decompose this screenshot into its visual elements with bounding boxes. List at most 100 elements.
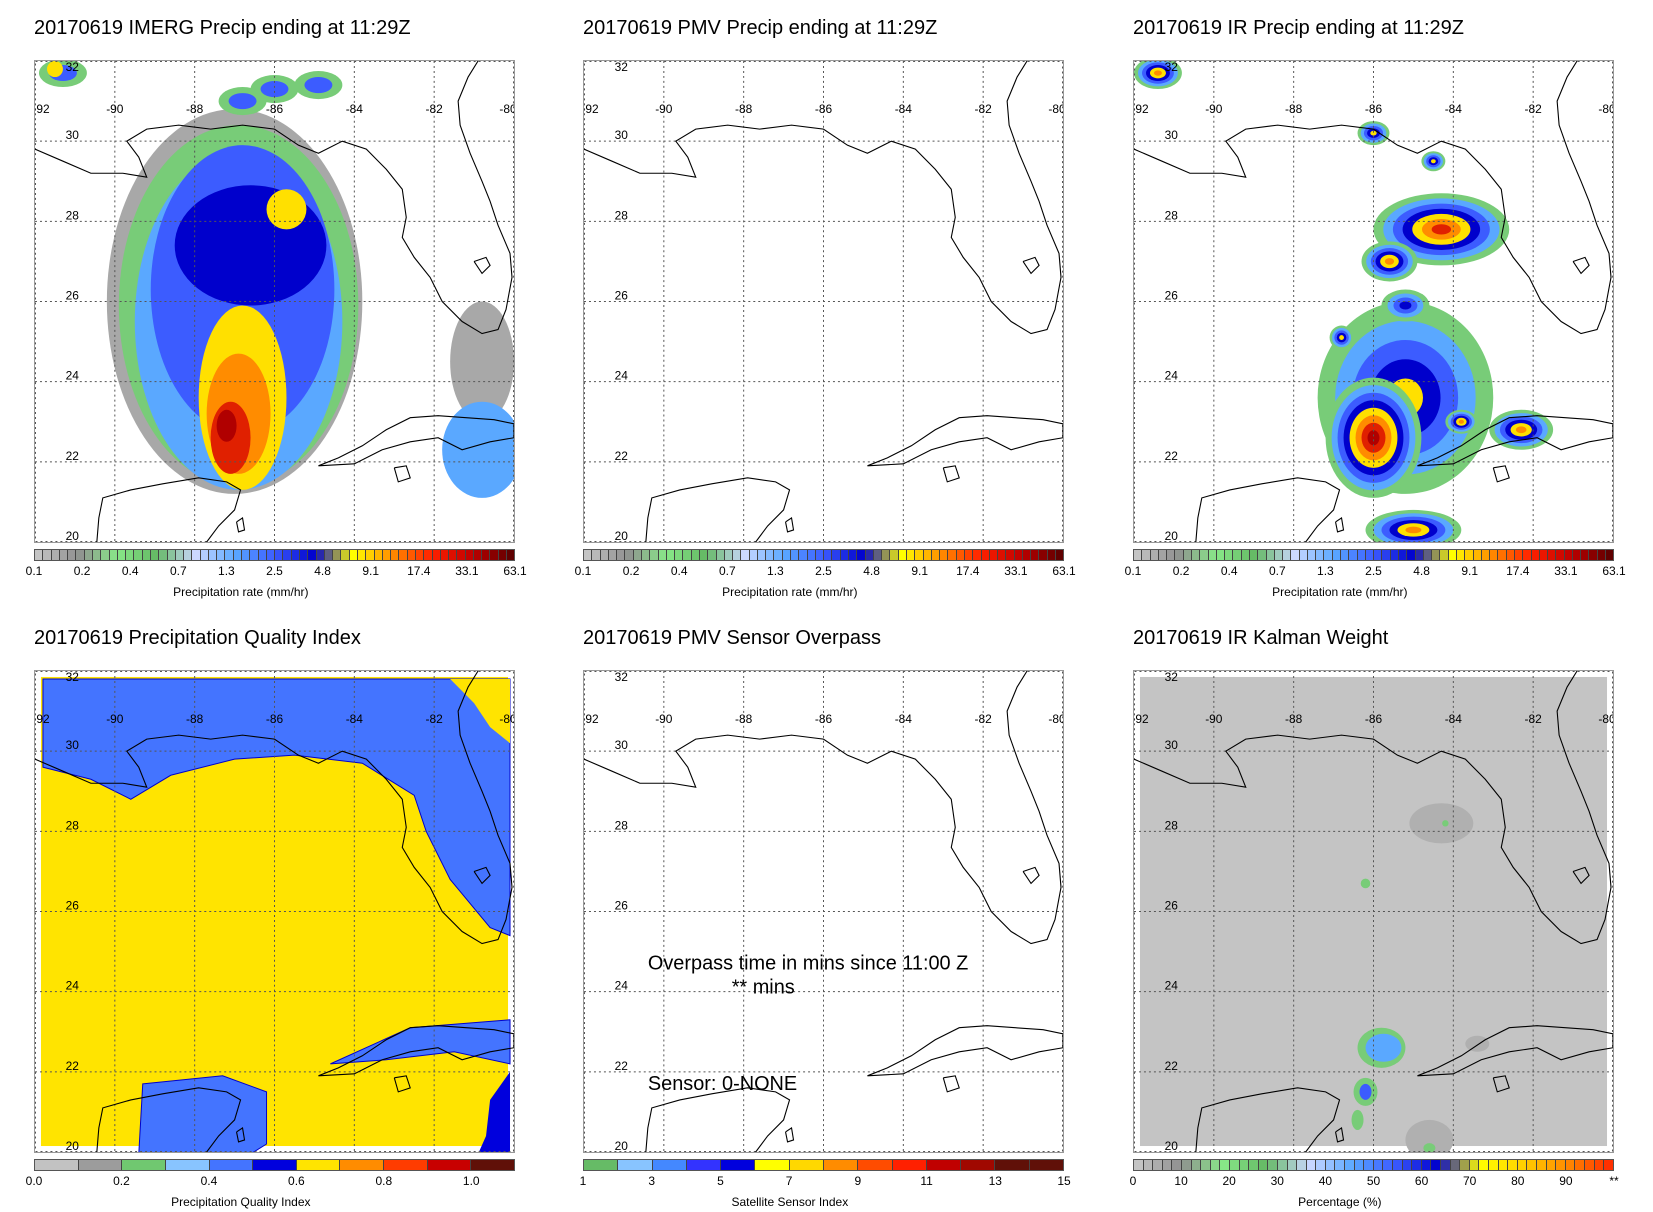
colorbar-swatch xyxy=(1306,1160,1317,1170)
latitude-label: 24 xyxy=(615,979,629,993)
colorbar-swatch xyxy=(799,550,808,560)
colorbar-swatch xyxy=(1506,550,1515,560)
precip-cell xyxy=(260,81,289,98)
colorbar-swatch xyxy=(1597,550,1607,560)
colorbar-tick-label: 0.7 xyxy=(718,564,736,578)
colorbar-swatch xyxy=(1297,1160,1307,1170)
colorbar-tick-label: 0.1 xyxy=(574,564,592,578)
colorbar-swatch xyxy=(1488,1160,1499,1170)
colorbar-swatch xyxy=(1556,550,1565,560)
colorbar-swatch xyxy=(882,550,891,560)
colorbar-swatch xyxy=(391,550,400,560)
colorbar-swatch xyxy=(823,1160,859,1170)
colorbar-swatch xyxy=(349,550,358,560)
colorbar-swatch xyxy=(1517,1160,1528,1170)
colorbar-swatch xyxy=(625,550,634,560)
colorbar-tick-label: 9.1 xyxy=(1461,564,1479,578)
colorbar-tick-label: 10 xyxy=(1174,1174,1188,1188)
precip-cell xyxy=(1465,1035,1490,1052)
colorbar-label: Precipitation rate (mm/hr) xyxy=(173,585,309,599)
colorbar-swatch xyxy=(266,550,276,560)
map-panel: -92 -90 -88 -86 -84 -82 -80 32 30 28 26 24 22 20 Overp… xyxy=(583,670,1064,1153)
colorbar-swatch xyxy=(1167,550,1176,560)
precip-cell xyxy=(1153,70,1162,76)
panel-title: 20170619 PMV Sensor Overpass xyxy=(583,627,881,649)
colorbar-swatch xyxy=(1407,550,1416,560)
longitude-label: -80 xyxy=(499,712,515,726)
lake-okeechobee xyxy=(1022,866,1040,885)
colorbar-tick-label: 0 xyxy=(1129,1174,1137,1188)
colorbar-swatch xyxy=(1575,1160,1585,1170)
colorbar-swatch xyxy=(184,550,193,560)
colorbar-swatch xyxy=(1448,550,1457,560)
colorbar-swatch xyxy=(250,550,259,560)
colorbar-swatch xyxy=(973,550,982,560)
colorbar-swatch xyxy=(915,550,924,560)
colorbar-tick-label: 90 xyxy=(1559,1174,1573,1188)
colorbar-tick-label: 0.7 xyxy=(1268,564,1286,578)
colorbar-swatch xyxy=(995,1160,1030,1170)
colorbar-swatch xyxy=(165,1160,210,1170)
colorbar-swatch xyxy=(1531,550,1540,560)
colorbar-tick-label: 63.1 xyxy=(1052,564,1076,578)
colorbar-swatch xyxy=(1374,550,1383,560)
longitude-label: -80 xyxy=(1048,712,1064,726)
precip-cell xyxy=(228,93,257,110)
colorbar-swatch xyxy=(142,550,151,560)
colorbar-swatch xyxy=(1364,1160,1374,1170)
colorbar-swatch xyxy=(1431,1160,1441,1170)
colorbar-swatch xyxy=(1498,1160,1509,1170)
map-frame xyxy=(35,61,514,542)
sensor-label: Sensor: 0-NONE xyxy=(648,1073,797,1095)
coastline-cuba xyxy=(867,1025,1063,1077)
colorbar-swatch xyxy=(981,550,990,560)
colorbar-swatch xyxy=(1465,550,1474,560)
colorbar-swatch xyxy=(1508,1160,1518,1170)
colorbar-tick-label: 5 xyxy=(717,1174,724,1188)
colorbar-swatch xyxy=(84,550,93,560)
colorbar-swatch xyxy=(1349,550,1358,560)
colorbar-swatch xyxy=(1201,1160,1211,1170)
colorbar-tick-label: 0.4 xyxy=(200,1174,218,1188)
colorbar-swatch xyxy=(341,550,350,560)
panel-title: 20170619 IMERG Precip ending at 11:29Z xyxy=(34,17,411,39)
colorbar-tick-label: 0.4 xyxy=(121,564,139,578)
colorbar xyxy=(583,1159,1064,1171)
panel-title: 20170619 PMV Precip ending at 11:29Z xyxy=(583,17,938,39)
latitude-label: 24 xyxy=(66,979,80,993)
longitude-label: -84 xyxy=(346,712,364,726)
colorbar-swatch xyxy=(471,1160,515,1170)
latitude-label: 30 xyxy=(1165,128,1179,142)
colorbar-swatch xyxy=(1200,550,1209,560)
latitude-label: 28 xyxy=(615,208,629,222)
colorbar-tick-label: 20 xyxy=(1222,1174,1236,1188)
latitude-label: 28 xyxy=(1165,818,1179,832)
colorbar-swatch xyxy=(374,550,383,560)
colorbar-tick-label: 0.1 xyxy=(1124,564,1142,578)
colorbar-tick-label: 4.8 xyxy=(1413,564,1430,578)
map-svg: -92 -90 -88 -86 -84 -82 -80 32 30 28 26 24 22 20 xyxy=(1133,670,1614,1153)
colorbar-swatch xyxy=(1181,1160,1192,1170)
precip-cell xyxy=(1442,820,1449,827)
colorbar-tick-label: 1.3 xyxy=(767,564,784,578)
colorbar-swatch xyxy=(766,550,775,560)
colorbar-swatch xyxy=(217,550,226,560)
colorbar-swatch xyxy=(1498,550,1507,560)
coastline-yucatan xyxy=(96,477,242,542)
quality-region-yellow xyxy=(450,678,511,744)
colorbar-swatch xyxy=(43,550,52,560)
colorbar-swatch xyxy=(686,1160,722,1170)
longitude-label: -90 xyxy=(106,712,124,726)
colorbar-swatch xyxy=(101,550,110,560)
colorbar-swatch xyxy=(1412,1160,1422,1170)
latitude-label: 26 xyxy=(615,289,629,303)
colorbar-swatch xyxy=(1548,550,1557,560)
colorbar-label: Precipitation rate (mm/hr) xyxy=(1272,585,1408,599)
colorbar-swatch xyxy=(126,550,135,560)
colorbar-swatch xyxy=(35,550,44,560)
panel-title: 20170619 IR Precip ending at 11:29Z xyxy=(1133,17,1464,39)
lake-okeechobee xyxy=(473,866,491,885)
latitude-label: 20 xyxy=(1165,1139,1179,1153)
longitude-label: -88 xyxy=(186,102,204,116)
colorbar-swatch xyxy=(584,1160,619,1170)
